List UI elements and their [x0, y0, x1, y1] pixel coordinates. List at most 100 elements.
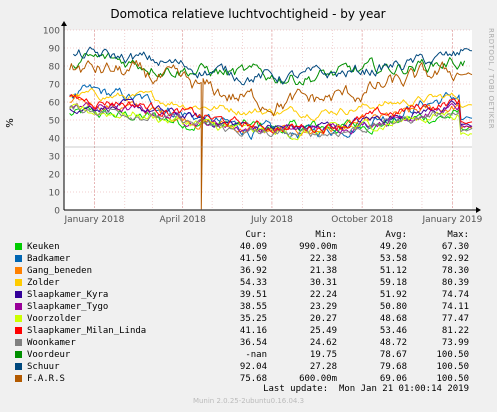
- legend-avg: 51.92: [379, 290, 407, 300]
- legend-cur: 39.51: [239, 290, 267, 300]
- legend-swatch-icon: [15, 267, 22, 274]
- legend-swatch-icon: [15, 291, 22, 298]
- series-line-f-a-r-s: [69, 60, 473, 210]
- legend-swatch-icon: [15, 351, 22, 358]
- legend-max: 67.30: [441, 242, 469, 252]
- y-tick-label: 50: [49, 117, 61, 127]
- legend-row: Badkamer 41.50 22.38 53.58 92.92: [0, 253, 497, 265]
- legend-min: 19.75: [309, 350, 337, 360]
- legend-min: 30.31: [309, 278, 337, 288]
- legend-name: Slaapkamer_Kyra: [27, 290, 109, 300]
- legend-swatch-icon: [15, 363, 22, 370]
- legend-max: 77.47: [441, 314, 469, 324]
- last-update: Last update: Mon Jan 21 01:00:14 2019: [263, 384, 469, 394]
- legend-name: Woonkamer: [27, 338, 76, 348]
- legend-min: 600.00m: [299, 374, 337, 384]
- legend-cur: 40.09: [239, 242, 267, 252]
- legend-swatch-icon: [15, 315, 22, 322]
- legend-min: 25.49: [309, 326, 337, 336]
- legend-cur: 41.50: [239, 254, 267, 264]
- x-axis-arrow-icon: [476, 207, 481, 213]
- axes: [61, 21, 481, 213]
- x-tick-label: April 2018: [160, 215, 207, 225]
- legend-row: Voorzolder 35.25 20.27 48.68 77.47: [0, 313, 497, 325]
- legend-max: 100.50: [436, 362, 469, 372]
- series-line-schuur: [72, 46, 473, 86]
- series-line-zolder: [69, 87, 473, 122]
- legend-row: Gang_beneden 36.92 21.38 51.12 78.30: [0, 265, 497, 277]
- legend-name: Slaapkamer_Tygo: [27, 302, 109, 312]
- y-axis-label: %: [5, 118, 16, 128]
- legend-avg: 53.46: [379, 326, 407, 336]
- x-tick-label: July 2018: [250, 215, 293, 225]
- legend-name: Voorzolder: [27, 314, 82, 324]
- y-tick-label: 20: [49, 171, 61, 181]
- munin-version: Munin 2.0.25-2ubuntu0.16.04.3: [192, 397, 305, 405]
- legend-avg: 48.72: [379, 338, 407, 348]
- legend-swatch-icon: [15, 303, 22, 310]
- y-axis-arrow-icon: [61, 21, 67, 26]
- y-tick-label: 100: [43, 27, 60, 37]
- legend-avg: 48.68: [379, 314, 407, 324]
- legend-cur: 75.68: [239, 374, 267, 384]
- legend: Cur: Min: Avg: Max: Keuken 40.09 990.00m 49…: [0, 229, 497, 385]
- legend-row: Slaapkamer_Kyra 39.51 22.24 51.92 74.74: [0, 289, 497, 301]
- legend-name: Keuken: [27, 242, 60, 252]
- legend-max: 81.22: [441, 326, 469, 336]
- series-line-voordeur: [72, 52, 466, 86]
- y-tick-label: 90: [49, 45, 61, 55]
- legend-row: Zolder 54.33 30.31 59.18 80.39: [0, 277, 497, 289]
- legend-max: 100.50: [436, 374, 469, 384]
- legend-col-max: Max:: [447, 230, 469, 240]
- legend-row: Woonkamer 36.54 24.62 48.72 73.99: [0, 337, 497, 349]
- legend-name: Voordeur: [27, 350, 71, 360]
- legend-header: Cur: Min: Avg: Max:: [0, 229, 497, 241]
- y-tick-label: 0: [54, 207, 60, 217]
- legend-rows: Keuken 40.09 990.00m 49.20 67.30 Badkamer 41.5…: [0, 241, 497, 385]
- series-line-voorzolder: [69, 103, 473, 141]
- y-tick-label: 30: [49, 153, 61, 163]
- legend-min: 990.00m: [299, 242, 337, 252]
- legend-max: 78.30: [441, 266, 469, 276]
- legend-avg: 59.18: [379, 278, 407, 288]
- y-tick-label: 70: [49, 81, 61, 91]
- y-tick-label: 10: [49, 189, 61, 199]
- x-tick-label: October 2018: [331, 215, 393, 225]
- legend-avg: 51.12: [379, 266, 407, 276]
- series-line-badkamer: [69, 84, 473, 140]
- legend-max: 80.39: [441, 278, 469, 288]
- legend-name: Zolder: [27, 278, 60, 288]
- series-line-woonkamer: [69, 104, 473, 138]
- legend-min: 27.28: [309, 362, 337, 372]
- legend-row: Slaapkamer_Milan_Linda 41.16 25.49 53.46 81.…: [0, 325, 497, 337]
- legend-avg: 53.58: [379, 254, 407, 264]
- legend-min: 24.62: [309, 338, 337, 348]
- legend-avg: 49.20: [379, 242, 407, 252]
- legend-swatch-icon: [15, 243, 22, 250]
- legend-cur: 35.25: [239, 314, 267, 324]
- legend-cur: 41.16: [239, 326, 267, 336]
- legend-min: 21.38: [309, 266, 337, 276]
- chart-title: Domotica relatieve luchtvochtigheid - by…: [110, 7, 385, 21]
- legend-col-cur: Cur:: [245, 230, 267, 240]
- axis-ticks: 0 10 20 30 40 50 60 70 80 90 100 January 2018 April …: [43, 27, 483, 226]
- legend-avg: 50.80: [379, 302, 407, 312]
- legend-avg: 78.67: [379, 350, 407, 360]
- series-lines: [69, 46, 473, 210]
- legend-max: 92.92: [441, 254, 469, 264]
- legend-row: Slaapkamer_Tygo 38.55 23.29 50.80 74.11: [0, 301, 497, 313]
- legend-min: 22.24: [309, 290, 337, 300]
- legend-name: Gang_beneden: [27, 266, 93, 276]
- legend-row: Voordeur -nan 19.75 78.67 100.50: [0, 349, 497, 361]
- legend-name: Schuur: [27, 362, 60, 372]
- x-tick-label: January 2019: [421, 215, 482, 225]
- legend-col-avg: Avg:: [385, 230, 407, 240]
- legend-cur: -nan: [245, 350, 267, 360]
- y-tick-label: 40: [49, 135, 61, 145]
- legend-swatch-icon: [15, 327, 22, 334]
- legend-min: 22.38: [309, 254, 337, 264]
- legend-avg: 69.06: [379, 374, 407, 384]
- legend-swatch-icon: [15, 339, 22, 346]
- legend-name: F.A.R.S: [27, 374, 65, 384]
- legend-cur: 36.54: [239, 338, 267, 348]
